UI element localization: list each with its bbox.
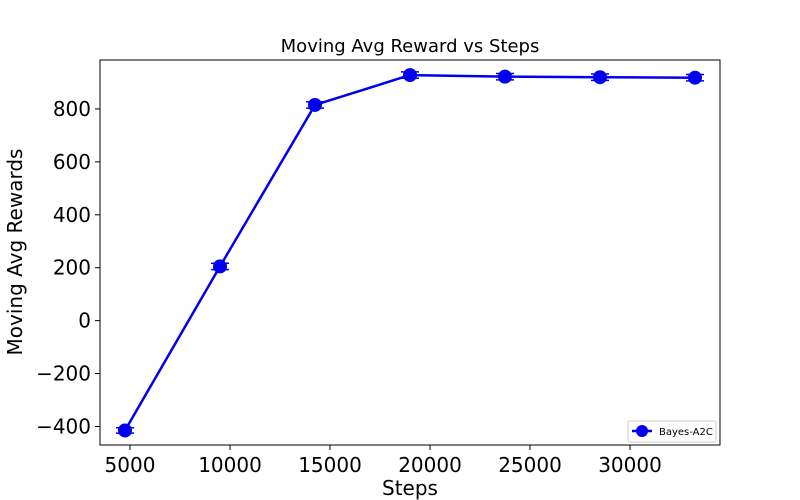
x-tick-label: 15000	[298, 453, 362, 477]
y-tick-label: 0	[78, 309, 91, 333]
x-tick-label: 20000	[398, 453, 462, 477]
data-point	[308, 97, 322, 112]
y-tick-label: 800	[53, 97, 91, 121]
x-axis: 5000 10000 15000 20000 25000 30000	[105, 445, 662, 477]
x-tick-label: 30000	[598, 453, 662, 477]
data-point	[688, 70, 702, 85]
y-tick-label: −400	[36, 414, 91, 438]
x-axis-label: Steps	[382, 476, 438, 500]
y-tick-label: −200	[36, 362, 91, 386]
plot-frame	[99, 59, 721, 446]
legend-label: Bayes-A2C	[659, 427, 713, 438]
x-tick-label: 10000	[198, 453, 262, 477]
series-layer	[116, 68, 704, 438]
y-tick-label: 200	[53, 256, 91, 280]
plot-area	[99, 59, 721, 446]
chart-title: Moving Avg Reward vs Steps	[281, 36, 540, 57]
legend-marker-swatch	[636, 425, 648, 437]
data-point	[593, 70, 607, 85]
data-point	[403, 68, 417, 83]
legend: Bayes-A2C	[627, 420, 717, 443]
data-point	[498, 69, 512, 84]
y-axis-label: Moving Avg Rewards	[3, 149, 27, 356]
data-point	[213, 259, 227, 274]
series-line	[123, 73, 696, 432]
y-tick-label: 600	[53, 150, 91, 174]
data-point	[118, 423, 132, 438]
x-tick-label: 25000	[498, 453, 562, 477]
legend-frame	[627, 420, 717, 443]
y-tick-label: 400	[53, 203, 91, 227]
y-axis: −400 −200 0 200 400 600 800	[36, 97, 100, 438]
x-tick-label: 5000	[105, 453, 156, 477]
